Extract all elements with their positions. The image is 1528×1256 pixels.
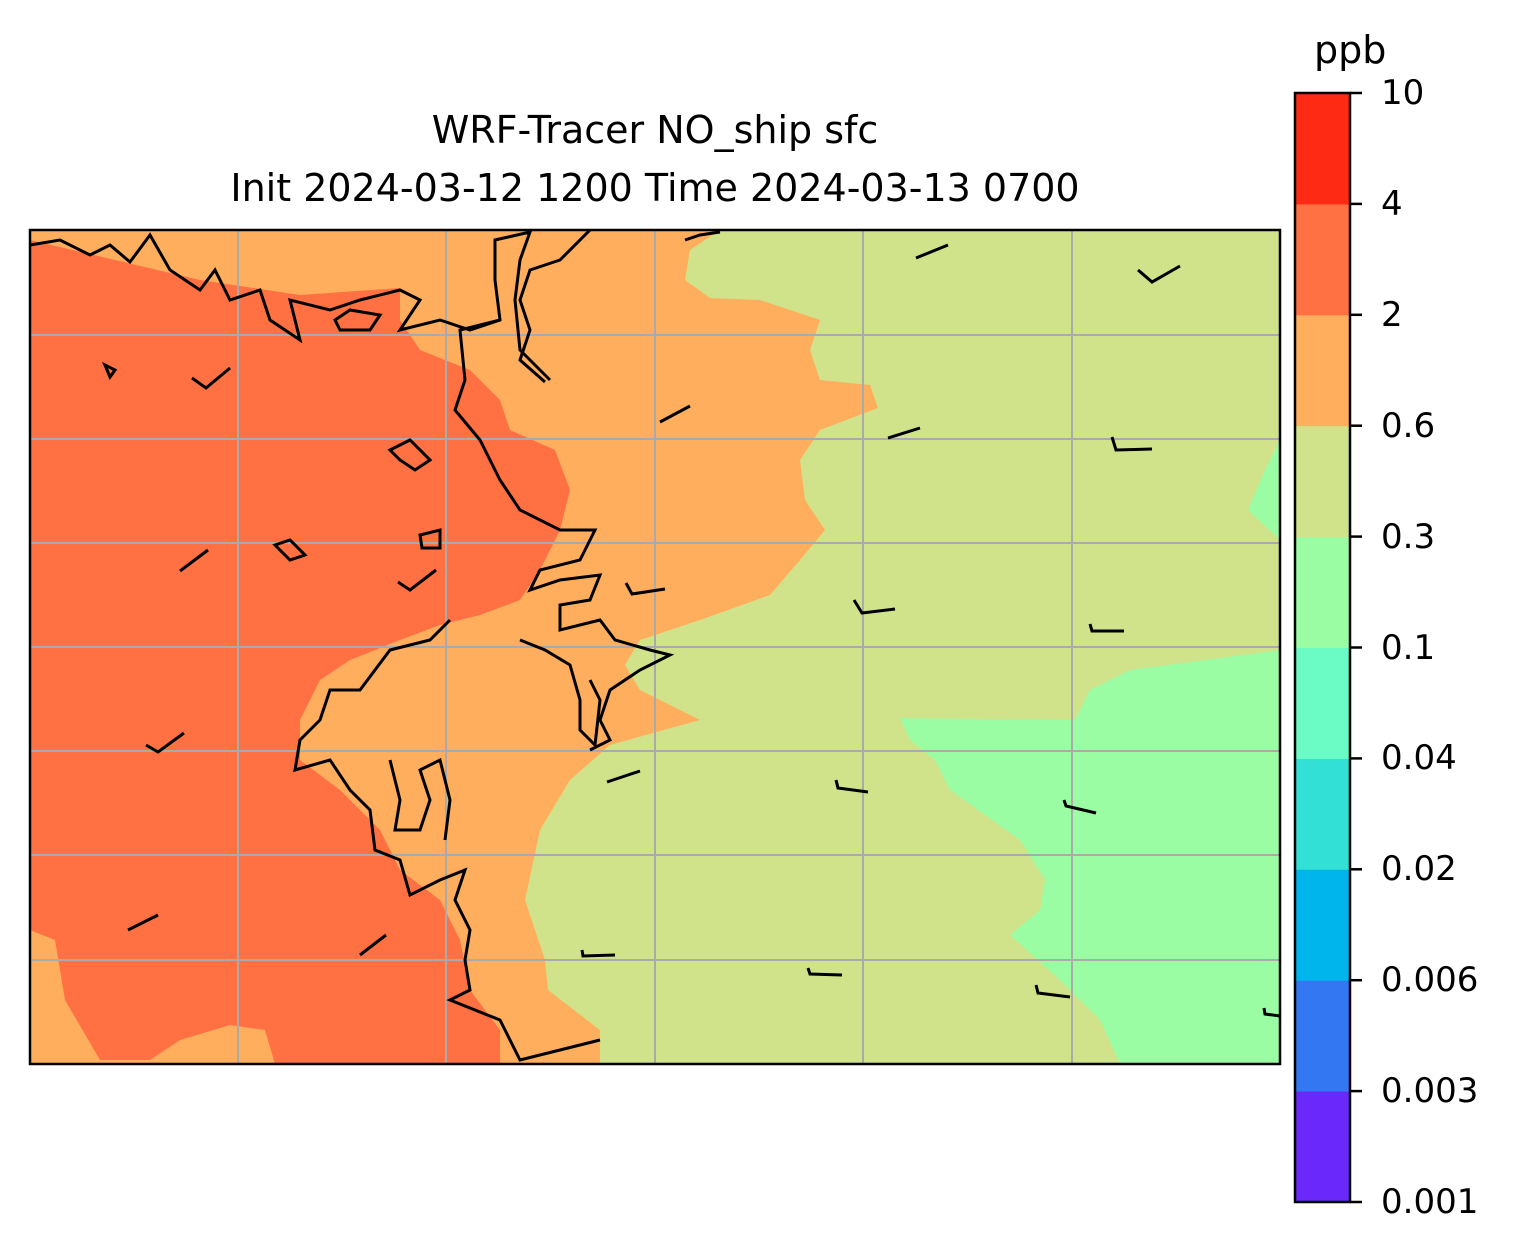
colorbar-tick-label: 4 xyxy=(1381,183,1403,224)
colorbar-tick-label: 0.6 xyxy=(1381,405,1436,446)
colorbar-tick-label: 2 xyxy=(1381,294,1403,335)
colorbar-segment xyxy=(1295,980,1350,1092)
colorbar-tick-label: 0.003 xyxy=(1381,1071,1479,1112)
colorbar-tick-label: 0.02 xyxy=(1381,849,1457,890)
colorbar-segment xyxy=(1295,425,1350,538)
region-0.1-0.3 xyxy=(1248,440,1280,540)
colorbar-segment xyxy=(1295,314,1350,427)
colorbar-segment xyxy=(1295,536,1350,648)
colorbar-segment xyxy=(1295,93,1350,205)
colorbar-tick-label: 0.3 xyxy=(1381,516,1436,557)
colorbar-tick-label: 0.001 xyxy=(1381,1182,1479,1222)
colorbar-segment xyxy=(1295,869,1350,981)
region-2-4 xyxy=(30,240,570,1064)
colorbar-segment xyxy=(1295,203,1350,316)
colorbar-tick-label: 0.006 xyxy=(1381,960,1479,1001)
wind-barbs xyxy=(127,243,1280,1018)
chart-title: WRF-Tracer NO_ship sfc xyxy=(431,108,879,152)
colorbar-segment xyxy=(1295,758,1350,870)
chart-subtitle: Init 2024-03-12 1200 Time 2024-03-13 070… xyxy=(230,166,1080,210)
map-area xyxy=(30,230,1280,1064)
colorbar-segment xyxy=(1295,1091,1350,1203)
gridlines xyxy=(30,230,1280,1064)
colorbar-tick-label: 10 xyxy=(1381,73,1425,113)
colorbar-label: ppb xyxy=(1314,28,1387,72)
colorbar-segment xyxy=(1295,647,1350,759)
map-frame xyxy=(28,228,1282,1066)
coastlines xyxy=(30,230,721,1062)
colorbar-tick-label: 0.1 xyxy=(1381,627,1436,668)
colorbar-tick-label: 0.04 xyxy=(1381,738,1457,779)
colorbar xyxy=(1293,91,1362,1204)
